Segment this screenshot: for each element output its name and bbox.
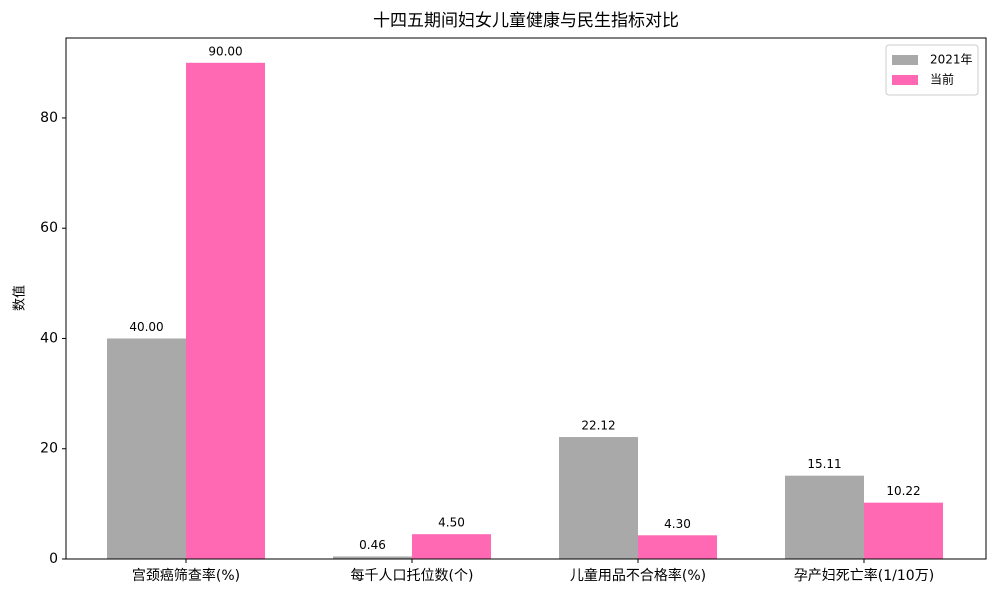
value-label: 40.00: [129, 320, 163, 334]
bar: [864, 502, 943, 559]
value-label: 0.46: [359, 538, 386, 552]
value-label: 4.50: [438, 516, 465, 530]
bar: [638, 535, 717, 559]
bar: [333, 556, 412, 559]
value-label: 15.11: [807, 457, 841, 471]
legend-swatch: [892, 55, 918, 65]
bar: [785, 475, 864, 559]
x-tick-label: 孕产妇死亡率(1/10万): [794, 567, 934, 584]
y-tick-label: 60: [40, 220, 58, 236]
legend-label: 当前: [930, 72, 954, 87]
bar: [107, 338, 186, 559]
plot-frame: [65, 37, 987, 560]
y-axis-label: 数值: [12, 285, 28, 311]
x-tick-label: 宫颈癌筛查率(%): [132, 567, 240, 584]
value-label: 4.30: [664, 517, 691, 531]
legend-swatch: [892, 75, 918, 85]
legend-label: 2021年: [930, 53, 973, 67]
bar: [559, 437, 638, 559]
value-label: 22.12: [581, 419, 615, 433]
value-label: 10.22: [886, 484, 920, 498]
value-label: 90.00: [208, 44, 242, 58]
x-tick-label: 儿童用品不合格率(%): [570, 567, 706, 584]
bar: [186, 62, 265, 560]
bar: [412, 534, 491, 559]
x-tick-label: 每千人口托位数(个): [351, 568, 474, 584]
chart-title: 十四五期间妇女儿童健康与民生指标对比: [373, 11, 679, 31]
y-tick-label: 20: [40, 441, 58, 457]
y-tick-label: 80: [40, 110, 58, 126]
y-tick-label: 0: [49, 551, 58, 567]
y-tick-label: 40: [40, 330, 58, 346]
